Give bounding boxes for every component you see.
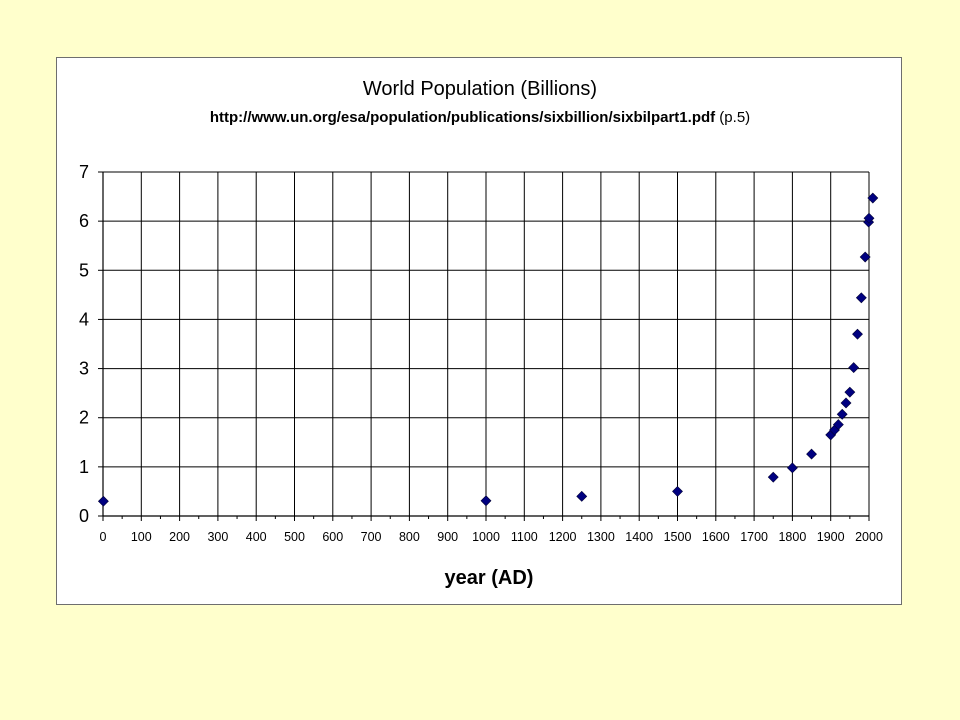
data-point [863,212,875,224]
data-point [840,397,852,409]
y-tick-label: 1 [79,457,89,477]
x-tick-label: 700 [361,530,382,544]
data-point [852,328,863,340]
data-point [806,448,817,460]
data-point [97,495,109,507]
x-tick-label: 300 [207,530,228,544]
subtitle-page-ref: (p.5) [715,109,750,126]
x-axis-label: year (AD) [445,567,534,589]
x-tick-label: 900 [437,530,458,544]
y-tick-label: 4 [79,309,89,329]
data-point [672,486,683,497]
data-point [844,386,856,398]
y-tick-label: 0 [79,506,89,526]
data-point [767,471,779,483]
points-layer [97,192,879,507]
chart-subtitle: http://www.un.org/esa/population/publica… [210,109,750,126]
subtitle-url[interactable]: http://www.un.org/esa/population/publica… [210,109,716,126]
x-tick-label: 1800 [778,530,806,544]
y-tick-label: 6 [79,211,89,231]
x-tick-label: 200 [169,530,190,544]
x-tick-label: 1300 [587,530,615,544]
x-tick-label: 2000 [855,530,883,544]
data-point [848,362,860,374]
data-point [859,251,871,263]
x-tick-label: 800 [399,530,420,544]
data-point [480,495,492,507]
data-point [576,490,588,502]
x-tick-label: 400 [246,530,267,544]
x-tick-label: 1000 [472,530,500,544]
x-tick-label: 1400 [625,530,653,544]
axis-layer: 0 1 2 3 4 5 6 7 0 100 200 300 400 500 600 700 800 900 1000… [79,162,883,544]
data-point [836,408,848,420]
y-tick-label: 7 [79,162,89,182]
y-tick-label: 3 [79,359,89,379]
data-point [867,192,879,204]
x-tick-label: 500 [284,530,305,544]
scatter-chart: World Population (Billions) http://www.u… [79,78,883,589]
grid-layer [102,171,870,517]
data-point [786,462,798,474]
x-tick-label: 1200 [549,530,577,544]
chart-title: World Population (Billions) [363,78,597,100]
x-tick-label: 1500 [664,530,692,544]
x-tick-label: 1100 [511,530,538,544]
y-tick-label: 2 [79,408,89,428]
x-tick-label: 1700 [740,530,768,544]
x-tick-label: 1900 [817,530,845,544]
x-tick-label: 600 [322,530,343,544]
data-point [832,419,844,431]
x-tick-label: 0 [100,530,107,544]
x-tick-label: 1600 [702,530,730,544]
data-point [855,292,867,304]
y-tick-label: 5 [79,260,89,280]
x-tick-label: 100 [131,530,152,544]
chart-frame: World Population (Billions) http://www.u… [56,57,902,605]
